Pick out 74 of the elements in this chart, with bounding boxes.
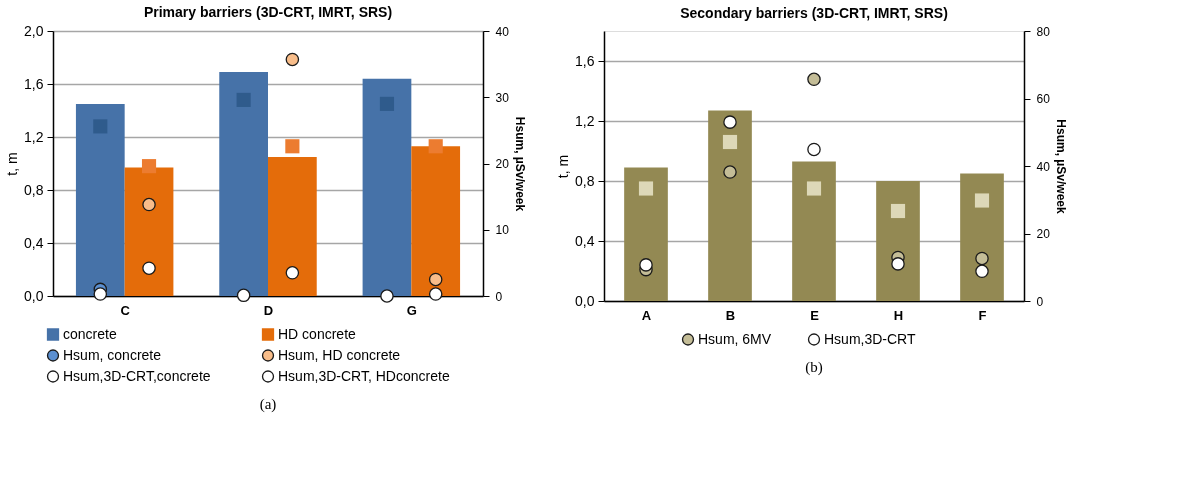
bar: [708, 110, 752, 301]
y2-tick-label: 30: [495, 90, 510, 105]
bar: [268, 156, 317, 296]
y-tick-label: 0,0: [24, 287, 44, 304]
legend-label: HD concrete: [278, 325, 357, 342]
y2-tick-label: 0: [1036, 294, 1044, 309]
y2-tick-label: 0: [495, 289, 503, 304]
point: [639, 258, 653, 272]
legend-label: Hsum,3D-CRT: [824, 330, 916, 347]
y2-tick-label: 40: [1036, 159, 1051, 174]
y-tick-label: 2,0: [24, 22, 44, 39]
y-tick-label: 1,2: [575, 112, 595, 129]
x-tick-label: C: [120, 302, 131, 318]
legend-label: concrete: [63, 325, 117, 342]
chart-title: Secondary barriers (3D-CRT, IMRT, SRS): [680, 5, 948, 21]
point: [806, 181, 822, 196]
y-tick-label: 0,8: [575, 172, 595, 189]
point: [142, 261, 156, 275]
point: [807, 72, 821, 87]
x-tick-label: A: [641, 307, 652, 323]
bar: [624, 167, 668, 301]
y-tick-label: 1,6: [24, 75, 44, 92]
point: [722, 134, 738, 150]
point: [975, 251, 989, 266]
point: [723, 115, 737, 129]
y2-tick-label: 10: [495, 223, 510, 238]
y-axis-title: t, m: [555, 154, 572, 179]
bar: [362, 78, 412, 296]
text: (b): [805, 359, 823, 376]
point: [285, 52, 300, 67]
y-tick-label: 1,2: [24, 128, 44, 145]
bar: [960, 173, 1004, 301]
bar: [124, 167, 174, 296]
y2-axis-title: Hsum, µSv/week: [1053, 119, 1068, 214]
y-tick-label: 1,6: [575, 52, 595, 69]
x-tick-label: F: [978, 307, 987, 323]
bar: [75, 103, 125, 296]
x-tick-label: H: [893, 307, 904, 323]
bar: [876, 181, 920, 301]
legend-label: Hsum,3D-CRT, HDconcrete: [278, 367, 450, 384]
point: [428, 272, 443, 287]
legend-label: Hsum, 6MV: [698, 330, 772, 347]
x-tick-label: E: [810, 307, 820, 323]
point: [638, 181, 654, 196]
legend-label: Hsum, HD concrete: [278, 346, 401, 363]
y-axis-title: t, m: [4, 152, 21, 176]
legend-label: Hsum, concrete: [63, 346, 162, 363]
y2-tick-label: 20: [495, 157, 510, 171]
text: (a): [259, 396, 277, 413]
x-tick-label: D: [263, 302, 274, 318]
point: [890, 203, 906, 219]
point: [891, 257, 905, 271]
chart-title: Primary barriers (3D-CRT, IMRT, SRS): [143, 4, 393, 20]
bar: [792, 161, 836, 301]
point: [974, 193, 990, 208]
point: [285, 266, 300, 280]
y-tick-label: 0,4: [24, 234, 44, 251]
x-tick-label: G: [406, 302, 417, 318]
bar: [411, 146, 461, 296]
y2-axis-title: Hsum, µSv/week: [512, 116, 527, 212]
y-tick-label: 0,8: [24, 181, 44, 198]
y2-tick-label: 40: [495, 24, 510, 39]
point: [142, 197, 156, 212]
y2-tick-label: 60: [1036, 92, 1051, 106]
x-tick-label: B: [725, 307, 736, 323]
y-tick-label: 0,0: [575, 292, 595, 309]
point: [975, 264, 989, 279]
bar: [219, 72, 268, 296]
y2-tick-label: 80: [1036, 24, 1051, 39]
y-tick-label: 0,4: [575, 232, 595, 249]
legend-label: Hsum,3D-CRT,concrete: [63, 367, 211, 384]
point: [723, 165, 737, 179]
y2-tick-label: 20: [1036, 227, 1051, 241]
point: [428, 287, 443, 301]
